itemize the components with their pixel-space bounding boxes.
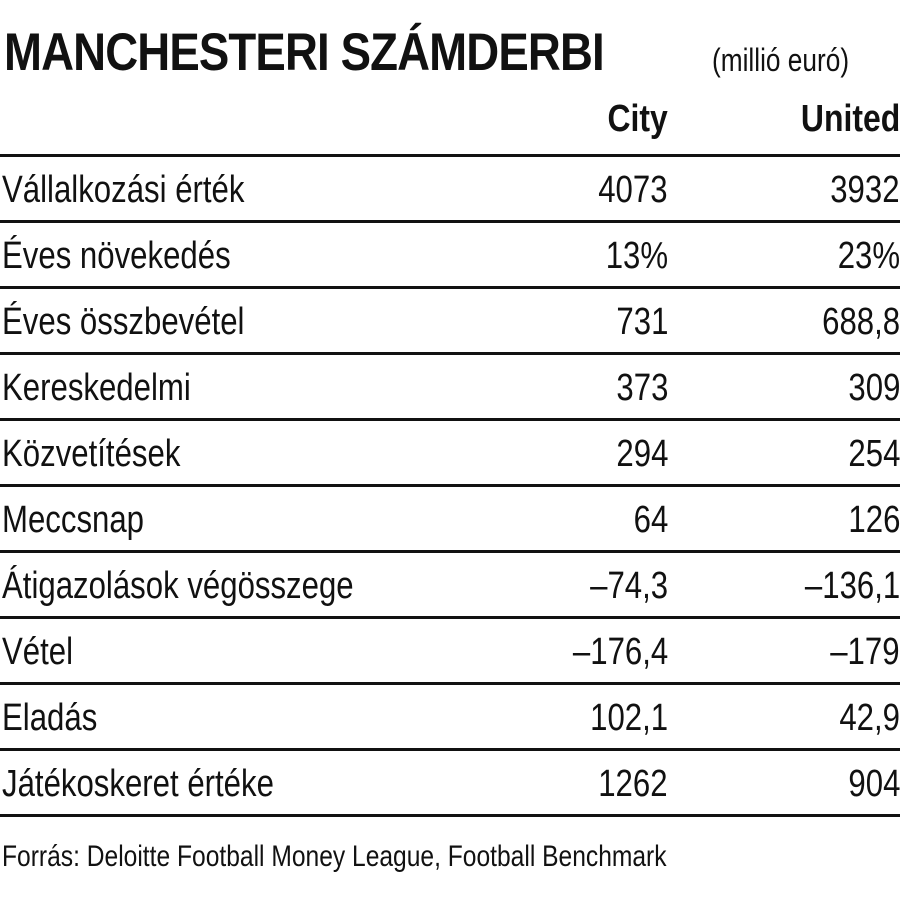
value-united: –179	[830, 631, 900, 673]
value-city: 294	[616, 433, 668, 475]
value-city: 102,1	[590, 697, 668, 739]
unit-label: (millió euró)	[712, 42, 850, 78]
chart-title: MANCHESTERI SZÁMDERBI	[4, 23, 605, 82]
value-city: 731	[616, 301, 668, 343]
row-label: Kereskedelmi	[2, 367, 191, 409]
row-label: Vállalkozási érték	[2, 169, 245, 211]
value-united: 23%	[837, 235, 900, 277]
value-united: 126	[848, 499, 900, 541]
row-label: Éves összbevétel	[2, 301, 245, 343]
source-note: Forrás: Deloitte Football Money League, …	[2, 840, 667, 873]
value-city: 13%	[605, 235, 668, 277]
table-row: Közvetítések 294 254	[0, 418, 900, 484]
table-row: Játékoskeret értéke 1262 904	[0, 748, 900, 817]
value-united: 254	[848, 433, 900, 475]
column-header-city: City	[607, 98, 668, 140]
table-row: Vétel –176,4 –179	[0, 616, 900, 682]
table-row: Meccsnap 64 126	[0, 484, 900, 550]
value-city: 4073	[598, 169, 668, 211]
row-label: Eladás	[2, 697, 98, 739]
value-city: –176,4	[572, 631, 668, 673]
row-label: Vétel	[2, 631, 74, 673]
value-united: –136,1	[804, 565, 900, 607]
table-row: Éves növekedés 13% 23%	[0, 220, 900, 286]
title-wrap: MANCHESTERI SZÁMDERBI	[4, 22, 701, 83]
value-united: 309	[848, 367, 900, 409]
value-united: 42,9	[839, 697, 900, 739]
table-row: Kereskedelmi 373 309	[0, 352, 900, 418]
table-body: Vállalkozási érték 4073 3932 Éves növekedés…	[0, 154, 900, 817]
table-row: Vállalkozási érték 4073 3932	[0, 154, 900, 220]
row-label: Meccsnap	[2, 499, 145, 541]
row-label: Átigazolások végösszege	[2, 565, 354, 607]
row-label: Játékoskeret értéke	[2, 763, 274, 805]
table-row: Eladás 102,1 42,9	[0, 682, 900, 748]
value-city: 373	[616, 367, 668, 409]
value-city: 1262	[598, 763, 668, 805]
row-label: Éves növekedés	[2, 235, 231, 277]
value-united: 904	[848, 763, 900, 805]
value-city: 64	[633, 499, 668, 541]
value-city: –74,3	[590, 565, 668, 607]
table-row: Éves összbevétel 731 688,8	[0, 286, 900, 352]
value-united: 688,8	[822, 301, 900, 343]
row-label: Közvetítések	[2, 433, 181, 475]
value-united: 3932	[830, 169, 900, 211]
table-row: Átigazolások végösszege –74,3 –136,1	[0, 550, 900, 616]
column-header-united: United	[800, 98, 900, 140]
